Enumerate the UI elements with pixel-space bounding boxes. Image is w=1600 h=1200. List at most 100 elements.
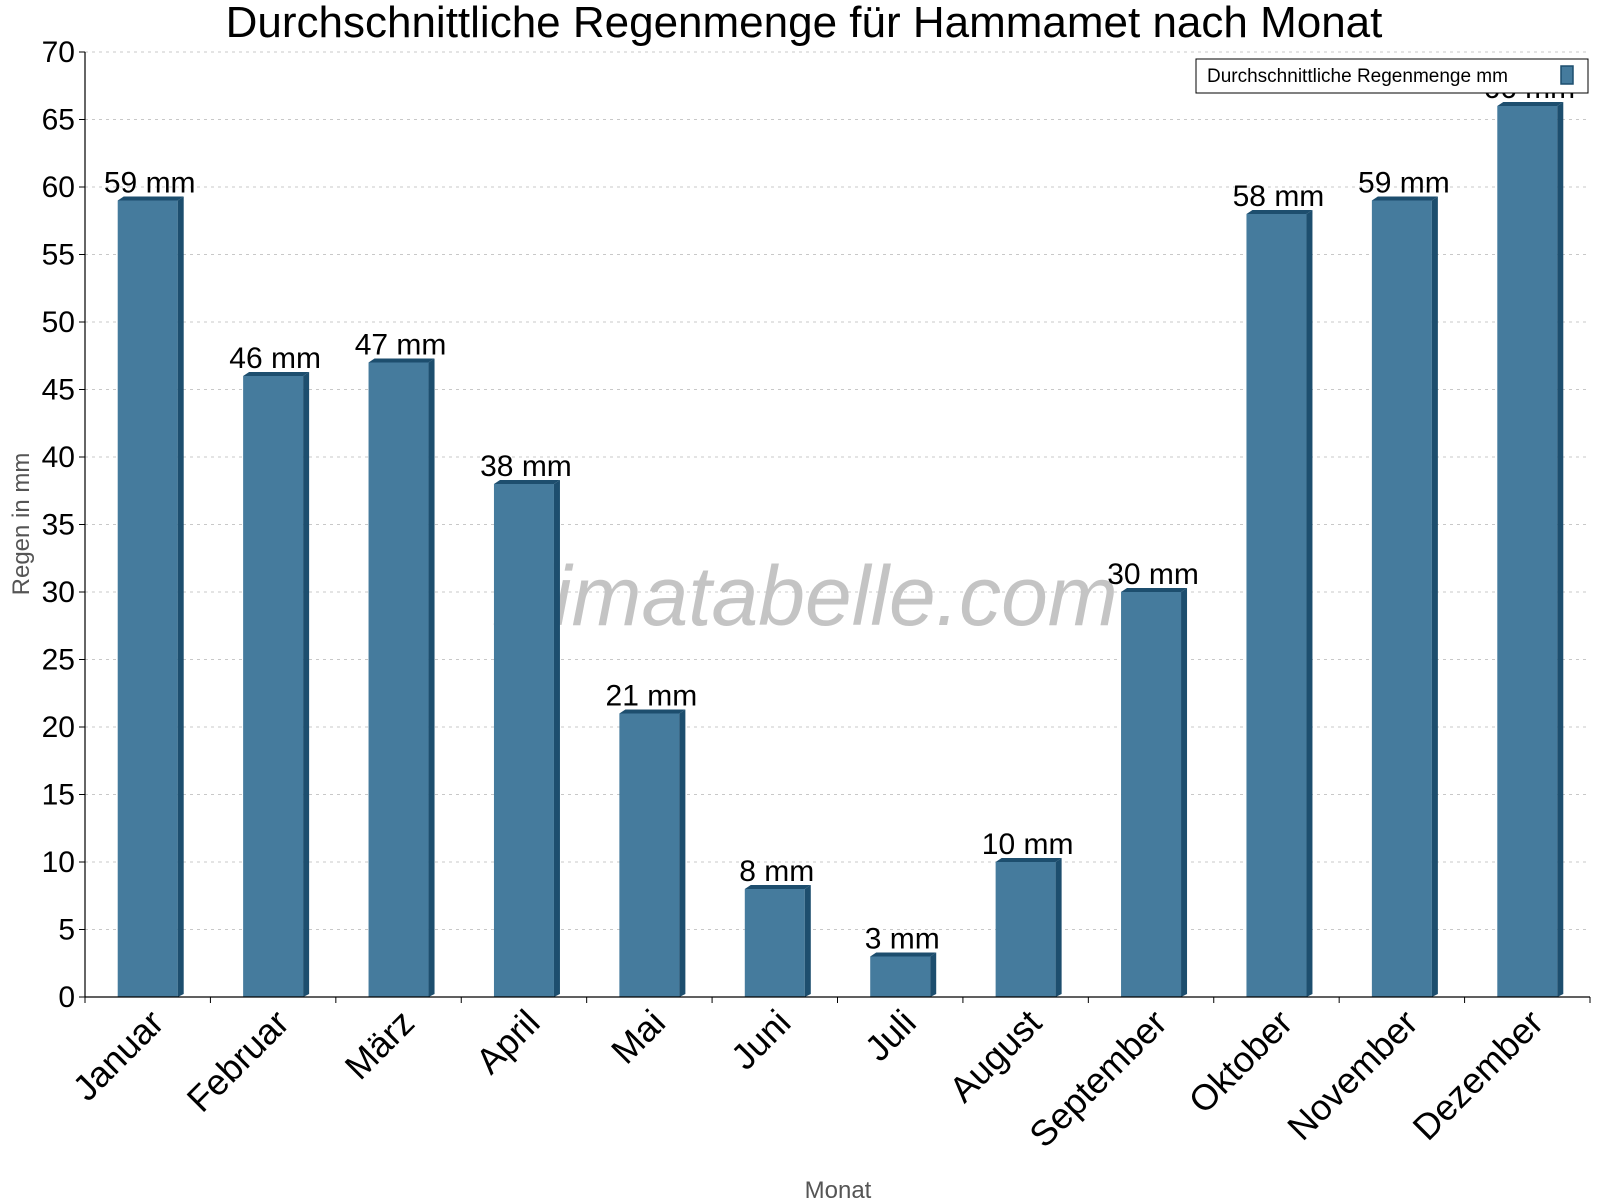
bar-top — [368, 358, 435, 363]
bar-juni — [744, 885, 811, 997]
y-tick-label: 35 — [42, 509, 75, 542]
bar-front — [493, 484, 554, 997]
y-tick-label: 15 — [42, 779, 75, 812]
y-tick-label: 30 — [42, 576, 75, 609]
x-tick-label: Juni — [723, 1002, 799, 1078]
legend-box — [1195, 58, 1589, 94]
bar-top — [117, 196, 184, 201]
y-tick-label: 65 — [42, 104, 75, 137]
bar-side — [1431, 196, 1438, 997]
bar-side — [930, 952, 937, 997]
data-label: 59 mm — [1358, 167, 1450, 200]
x-tick-label: Februar — [179, 1002, 297, 1120]
data-label: 3 mm — [865, 923, 940, 956]
y-tick-label: 10 — [42, 846, 75, 879]
bar-top — [243, 372, 310, 376]
y-tick-label: 0 — [58, 981, 75, 1014]
y-axis-label: Regen in mm — [8, 453, 35, 596]
bar-januar — [117, 196, 184, 997]
x-tick-label: März — [337, 1002, 423, 1088]
x-tick-label: Januar — [65, 1002, 172, 1109]
bar-september — [1121, 588, 1188, 997]
data-label: 47 mm — [355, 329, 447, 362]
data-label: 30 mm — [1107, 558, 1199, 591]
axes — [79, 51, 1591, 1003]
bar-front — [117, 200, 178, 997]
y-tick-label: 25 — [42, 644, 75, 677]
bar-april — [493, 480, 560, 997]
bar-top — [1371, 196, 1438, 201]
bar-top — [1497, 102, 1564, 106]
data-label: 10 mm — [982, 828, 1074, 861]
y-tick-label: 5 — [58, 914, 75, 947]
bar-top — [744, 885, 811, 889]
bar-front — [1497, 106, 1558, 997]
x-tick-label: September — [1021, 1002, 1175, 1156]
y-tick-label: 40 — [42, 441, 75, 474]
data-label: 38 mm — [480, 450, 572, 483]
data-label: 58 mm — [1233, 180, 1325, 213]
bar-front — [1246, 214, 1307, 997]
x-tick-label: Juli — [857, 1002, 924, 1069]
bar-top — [619, 709, 686, 714]
x-tick-labels: Januar Februar März April Mai Juni Juli AugustS… — [65, 1002, 1551, 1156]
bar-side — [1557, 102, 1564, 997]
x-tick-label: Mai — [603, 1002, 673, 1072]
y-tick-label: 50 — [42, 306, 75, 339]
y-tick-labels: 0 5 10 15 20 25 30 35 40 45 50 55 60 65 70 — [42, 36, 75, 1014]
bar-august — [995, 858, 1062, 997]
bar-front — [995, 862, 1056, 997]
bars — [117, 102, 1564, 997]
bar-front — [744, 889, 805, 997]
bar-top — [995, 858, 1062, 862]
bar-front — [1121, 592, 1182, 997]
bar-top — [1246, 210, 1313, 214]
grid-lines — [85, 51, 1590, 930]
data-label: 8 mm — [739, 855, 814, 888]
y-tick-label: 45 — [42, 374, 75, 407]
bar-juli — [870, 952, 937, 997]
bar-side — [428, 358, 435, 997]
bar-front — [619, 713, 680, 997]
x-tick-label: August — [941, 1002, 1049, 1110]
bar-side — [1306, 210, 1313, 997]
bar-märz — [368, 358, 435, 997]
bar-front — [870, 956, 931, 997]
legend: Durchschnittliche Regenmenge mm — [1195, 58, 1589, 94]
bar-mai — [619, 709, 686, 997]
watermark: klimatabelle.com — [492, 549, 1118, 643]
bar-side — [679, 709, 686, 997]
bar-oktober — [1246, 210, 1313, 997]
y-tick-label: 55 — [42, 239, 75, 272]
bar-top — [493, 480, 560, 484]
bar-top — [1121, 588, 1188, 592]
bar-side — [1181, 588, 1188, 997]
bar-side — [303, 372, 310, 997]
legend-label: Durchschnittliche Regenmenge mm — [1207, 66, 1508, 87]
bar-dezember — [1497, 102, 1564, 997]
data-label: 21 mm — [606, 680, 698, 713]
y-tick-label: 60 — [42, 171, 75, 204]
x-tick-label: November — [1279, 1002, 1425, 1148]
bar-november — [1371, 196, 1438, 997]
x-axis-label: Monat — [805, 1177, 872, 1200]
data-labels: 59 mm 46 mm 47 mm 38 mm 21 mm 8 mm 3 mm 10 mm 30… — [104, 72, 1575, 956]
bar-top — [870, 952, 937, 957]
bar-front — [1371, 200, 1432, 997]
bar-side — [1055, 858, 1062, 997]
bar-side — [804, 885, 811, 997]
bar-front — [243, 376, 304, 997]
bar-side — [177, 196, 184, 997]
x-tick-label: Oktober — [1181, 1002, 1301, 1122]
data-label: 46 mm — [229, 342, 321, 375]
chart-title: Durchschnittliche Regenmenge für Hammame… — [226, 0, 1383, 47]
x-tick-label: Dezember — [1405, 1002, 1551, 1148]
y-tick-label: 70 — [42, 36, 75, 69]
y-tick-label: 20 — [42, 711, 75, 744]
legend-swatch — [1560, 65, 1574, 85]
data-label: 59 mm — [104, 167, 196, 200]
bar-side — [553, 480, 560, 997]
x-tick-label: April — [468, 1002, 548, 1082]
bar-front — [368, 362, 429, 997]
